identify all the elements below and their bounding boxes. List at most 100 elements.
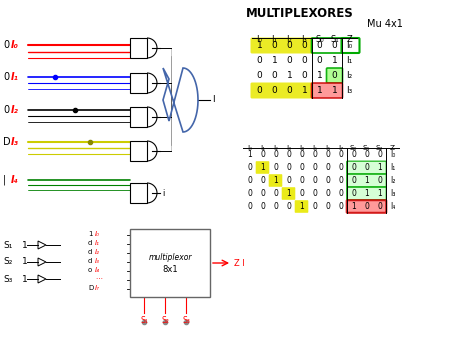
Text: I₃: I₃	[390, 189, 395, 198]
Text: ⋯: ⋯	[95, 276, 102, 282]
Text: I₀: I₀	[247, 145, 252, 151]
FancyBboxPatch shape	[311, 83, 343, 98]
Text: 0: 0	[338, 202, 343, 211]
FancyBboxPatch shape	[269, 174, 283, 187]
Text: d: d	[88, 240, 92, 246]
Text: I₆: I₆	[325, 145, 330, 151]
Text: 0: 0	[3, 40, 9, 50]
Text: 0: 0	[286, 150, 291, 159]
Text: 0: 0	[312, 150, 317, 159]
FancyBboxPatch shape	[346, 187, 386, 200]
Text: 0: 0	[325, 202, 330, 211]
Text: 0: 0	[287, 41, 292, 50]
Text: 1: 1	[287, 71, 292, 80]
Text: 0: 0	[351, 176, 356, 185]
Text: I₂: I₂	[95, 249, 100, 255]
Text: 0: 0	[325, 150, 330, 159]
Text: 1: 1	[332, 86, 337, 95]
Text: S₁: S₁	[140, 316, 148, 325]
Text: 0: 0	[272, 86, 277, 95]
FancyBboxPatch shape	[346, 161, 386, 174]
Text: 1: 1	[272, 56, 277, 65]
Text: 0: 0	[287, 86, 292, 95]
Text: Mu 4x1: Mu 4x1	[367, 19, 403, 29]
Text: I₃: I₃	[301, 35, 307, 44]
Text: 0: 0	[260, 176, 265, 185]
Text: d: d	[88, 258, 92, 264]
Text: 0: 0	[299, 163, 304, 172]
Text: Z l: Z l	[234, 258, 245, 268]
Bar	[130, 141, 147, 161]
Text: I₃: I₃	[95, 258, 100, 264]
Text: 1: 1	[273, 176, 278, 185]
Text: I₇: I₇	[95, 285, 100, 291]
Text: 0: 0	[325, 163, 330, 172]
Text: Z: Z	[346, 35, 352, 44]
Bar	[130, 183, 147, 203]
Text: 0: 0	[247, 176, 252, 185]
Text: S₂: S₂	[3, 257, 12, 267]
Text: i: i	[162, 189, 164, 197]
Text: I₄: I₄	[299, 145, 304, 151]
Text: S₁: S₁	[330, 35, 339, 44]
Text: 0: 0	[256, 71, 263, 80]
Text: 0: 0	[364, 150, 369, 159]
Text: 0: 0	[286, 163, 291, 172]
Text: 0: 0	[364, 163, 369, 172]
Text: 0: 0	[299, 189, 304, 198]
Text: I₁: I₁	[272, 35, 277, 44]
Text: S₂: S₂	[376, 145, 383, 151]
FancyBboxPatch shape	[250, 38, 313, 54]
Text: I₄: I₄	[390, 202, 395, 211]
Text: 1: 1	[364, 189, 369, 198]
Text: S₃: S₃	[182, 316, 190, 325]
Text: 0: 0	[351, 163, 356, 172]
Text: I₃: I₃	[286, 145, 291, 151]
Bar	[130, 229, 210, 297]
Text: |: |	[3, 175, 6, 185]
Text: 1: 1	[260, 163, 265, 172]
Text: 1: 1	[351, 202, 356, 211]
Text: 0: 0	[301, 56, 307, 65]
Text: S₃: S₃	[3, 274, 12, 284]
FancyBboxPatch shape	[295, 200, 308, 213]
Text: 0: 0	[286, 202, 291, 211]
Text: 0: 0	[260, 189, 265, 198]
Text: I₀: I₀	[256, 35, 263, 44]
Text: I₂: I₂	[11, 105, 19, 115]
Text: 8x1: 8x1	[162, 264, 178, 273]
Text: 0: 0	[301, 41, 307, 50]
Text: 0: 0	[299, 150, 304, 159]
Text: 1: 1	[332, 56, 337, 65]
Text: I₁: I₁	[346, 56, 353, 65]
Text: 0: 0	[286, 176, 291, 185]
Text: I₃: I₃	[346, 86, 353, 95]
Text: 0: 0	[272, 41, 277, 50]
Text: I₁: I₁	[11, 72, 19, 82]
Text: 0: 0	[260, 202, 265, 211]
FancyBboxPatch shape	[327, 68, 343, 83]
Text: 0: 0	[338, 163, 343, 172]
Text: 0: 0	[299, 176, 304, 185]
Text: 0: 0	[364, 202, 369, 211]
Text: S₁: S₁	[3, 240, 12, 250]
Text: I₀: I₀	[11, 40, 19, 50]
Text: d: d	[88, 249, 92, 255]
Text: 1: 1	[299, 202, 304, 211]
Text: 0: 0	[247, 163, 252, 172]
Text: 1: 1	[88, 231, 92, 237]
Text: I₃: I₃	[11, 137, 19, 147]
Text: I₄: I₄	[95, 267, 100, 273]
Text: 0: 0	[247, 202, 252, 211]
Text: 0: 0	[312, 189, 317, 198]
Text: 0: 0	[273, 202, 278, 211]
Text: S₂: S₂	[161, 316, 169, 325]
FancyBboxPatch shape	[341, 38, 359, 53]
Text: MULTIPLEXORES: MULTIPLEXORES	[246, 7, 354, 20]
FancyBboxPatch shape	[282, 187, 295, 200]
Text: 0: 0	[351, 189, 356, 198]
Text: I₂: I₂	[273, 145, 278, 151]
Text: 0: 0	[287, 56, 292, 65]
Text: 0: 0	[273, 163, 278, 172]
Text: 0: 0	[317, 41, 322, 50]
